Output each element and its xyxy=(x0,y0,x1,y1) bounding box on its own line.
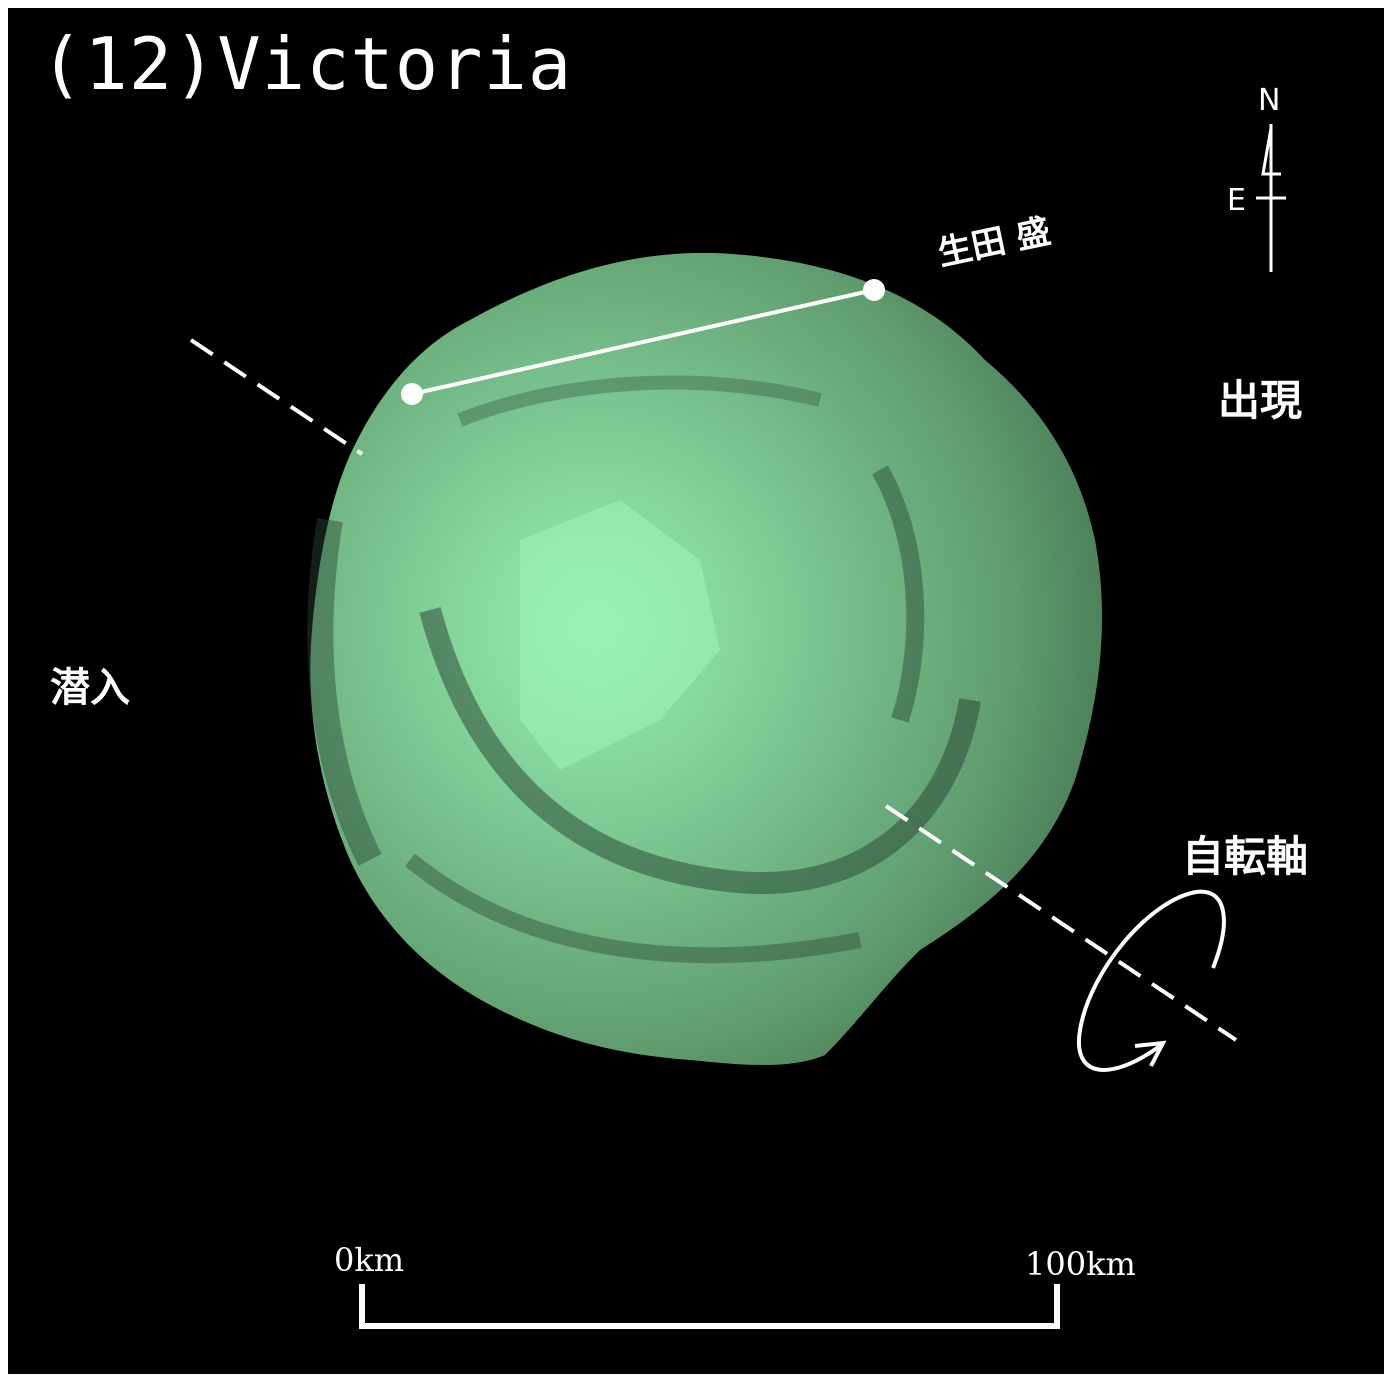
asteroid-crater-ridge-right xyxy=(872,465,925,723)
chord-disappearance-point xyxy=(401,383,423,405)
compass-east-label: E xyxy=(1227,183,1246,218)
spin-axis-lower xyxy=(884,804,1238,1042)
compass-north-arrow-icon xyxy=(1261,127,1281,176)
asteroid-left-shadow xyxy=(307,517,382,866)
rotation-arrowhead-icon xyxy=(1134,1040,1167,1067)
scale-start-label: 0km xyxy=(334,1241,405,1279)
reappearance-label: 出現 xyxy=(1218,376,1303,425)
occultation-chord xyxy=(411,288,875,396)
rotation-arrow xyxy=(1076,889,1226,1072)
asteroid-title: (12)Victoria xyxy=(40,22,573,106)
asteroid-lower-ridge xyxy=(404,853,862,964)
scale-bar xyxy=(359,1284,1060,1329)
asteroid-highlight xyxy=(520,500,720,770)
asteroid-upper-ridge xyxy=(457,375,822,427)
spin-axis-upper xyxy=(189,338,364,456)
disappearance-label: 潜入 xyxy=(50,665,130,711)
asteroid-crater-ridge xyxy=(419,607,981,895)
compass-north-label: N xyxy=(1258,83,1281,118)
spin-axis-label: 自転軸 xyxy=(1182,832,1309,881)
chord-reappearance-point xyxy=(863,279,885,301)
scale-end-label: 100km xyxy=(1025,1245,1136,1283)
